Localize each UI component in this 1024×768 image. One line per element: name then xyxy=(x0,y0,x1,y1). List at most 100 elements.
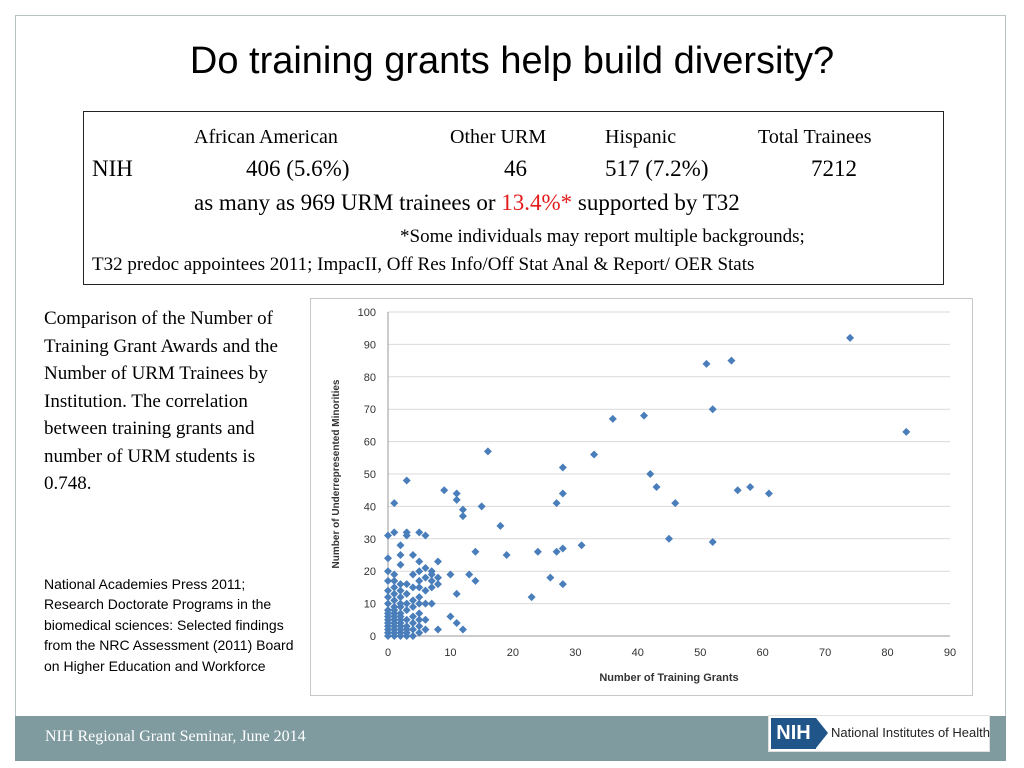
y-tick-label: 20 xyxy=(364,566,376,578)
data-point xyxy=(502,551,511,559)
data-point xyxy=(402,606,411,615)
data-point xyxy=(640,411,649,420)
data-point xyxy=(465,570,474,579)
value-african-american: 406 (5.6%) xyxy=(246,156,350,181)
data-point xyxy=(421,615,430,624)
x-tick-label: 80 xyxy=(881,647,893,659)
data-point xyxy=(415,599,424,608)
x-tick-label: 30 xyxy=(569,647,581,659)
scatter-chart: 0 10 20 30 40 50 60 70 80 90 100 0 10 20 30 40 50 60 70 80 9… xyxy=(331,307,956,684)
nih-logo-arrow-icon xyxy=(816,718,828,748)
data-point xyxy=(764,489,773,498)
data-point xyxy=(396,593,405,602)
data-point xyxy=(421,625,430,634)
header-total-trainees: Total Trainees xyxy=(758,126,872,148)
nih-logo: NIH National Institutes of Health xyxy=(768,715,990,752)
data-point xyxy=(408,596,417,605)
data-point xyxy=(433,580,442,589)
value-other-urm: 46 xyxy=(504,156,527,181)
data-point xyxy=(402,580,411,589)
data-point xyxy=(390,570,399,579)
data-point xyxy=(396,609,405,618)
data-point xyxy=(665,534,673,543)
data-point xyxy=(396,586,405,595)
header-african-american: African American xyxy=(194,126,338,148)
data-point xyxy=(608,414,617,423)
data-point xyxy=(396,580,405,589)
data-point xyxy=(421,599,430,608)
data-point xyxy=(458,625,467,634)
y-axis-title: Number of Underrepresented Minorities xyxy=(331,379,342,568)
data-point xyxy=(727,356,736,365)
data-point xyxy=(415,628,424,637)
data-point xyxy=(452,619,461,628)
data-point xyxy=(496,521,505,530)
nih-logo-text: National Institutes of Health xyxy=(831,725,990,740)
data-point xyxy=(408,602,417,611)
data-point xyxy=(415,615,424,624)
y-tick-label: 90 xyxy=(364,339,376,351)
data-point xyxy=(390,596,399,605)
data-point xyxy=(384,531,392,540)
info-table: African American Other URM Hispanic Tota… xyxy=(83,111,944,285)
data-point xyxy=(408,632,417,640)
data-point xyxy=(902,427,911,436)
data-point xyxy=(427,583,436,592)
data-point xyxy=(552,499,561,508)
nih-logo-mark: NIH xyxy=(771,718,816,749)
data-point xyxy=(552,547,561,556)
data-point xyxy=(452,489,461,498)
data-point xyxy=(527,593,536,602)
data-point xyxy=(415,557,424,566)
data-point xyxy=(415,609,424,618)
summary-pre: as many as 969 URM trainees or xyxy=(194,190,496,215)
data-point xyxy=(590,450,599,459)
data-point xyxy=(402,622,411,631)
data-point xyxy=(427,576,436,585)
data-point xyxy=(421,531,430,540)
data-point xyxy=(396,599,405,608)
x-tick-label: 60 xyxy=(757,647,769,659)
data-point xyxy=(402,528,411,537)
x-tick-label: 40 xyxy=(632,647,644,659)
x-tick-label: 20 xyxy=(507,647,519,659)
data-point xyxy=(402,476,411,485)
data-point xyxy=(440,486,449,495)
x-tick-label: 0 xyxy=(385,647,391,659)
y-tick-label: 40 xyxy=(364,501,376,513)
data-point xyxy=(652,482,661,491)
data-point xyxy=(384,599,392,608)
data-point xyxy=(458,512,467,521)
data-point xyxy=(846,333,855,342)
summary-post: supported by T32 xyxy=(577,190,740,215)
data-point xyxy=(408,583,417,592)
data-point xyxy=(708,405,717,414)
data-point xyxy=(702,359,711,368)
data-point xyxy=(471,576,480,585)
source-line: T32 predoc appointees 2011; ImpacII, Off… xyxy=(92,254,755,275)
data-point xyxy=(390,499,399,508)
data-point xyxy=(384,593,392,602)
x-axis-title: Number of Training Grants xyxy=(599,672,738,684)
data-point xyxy=(390,602,399,611)
data-point xyxy=(421,586,430,595)
data-point xyxy=(433,557,442,566)
data-point xyxy=(390,589,399,598)
data-point xyxy=(384,606,392,615)
data-point xyxy=(446,570,455,579)
data-point xyxy=(415,576,424,585)
data-point xyxy=(558,489,567,498)
summary-line: as many as 969 URM trainees or 13.4%* su… xyxy=(194,190,740,216)
data-point xyxy=(408,619,417,628)
data-point xyxy=(427,599,436,608)
reference-citation: National Academies Press 2011; Research … xyxy=(44,576,294,674)
data-point xyxy=(402,589,411,598)
data-point xyxy=(384,586,392,595)
data-point xyxy=(396,541,405,550)
data-point xyxy=(708,538,717,547)
header-other-urm: Other URM xyxy=(450,126,547,148)
value-total-trainees: 7212 xyxy=(811,156,857,181)
row-label-nih: NIH xyxy=(92,156,133,181)
y-tick-label: 30 xyxy=(364,534,376,546)
data-point xyxy=(384,554,392,563)
